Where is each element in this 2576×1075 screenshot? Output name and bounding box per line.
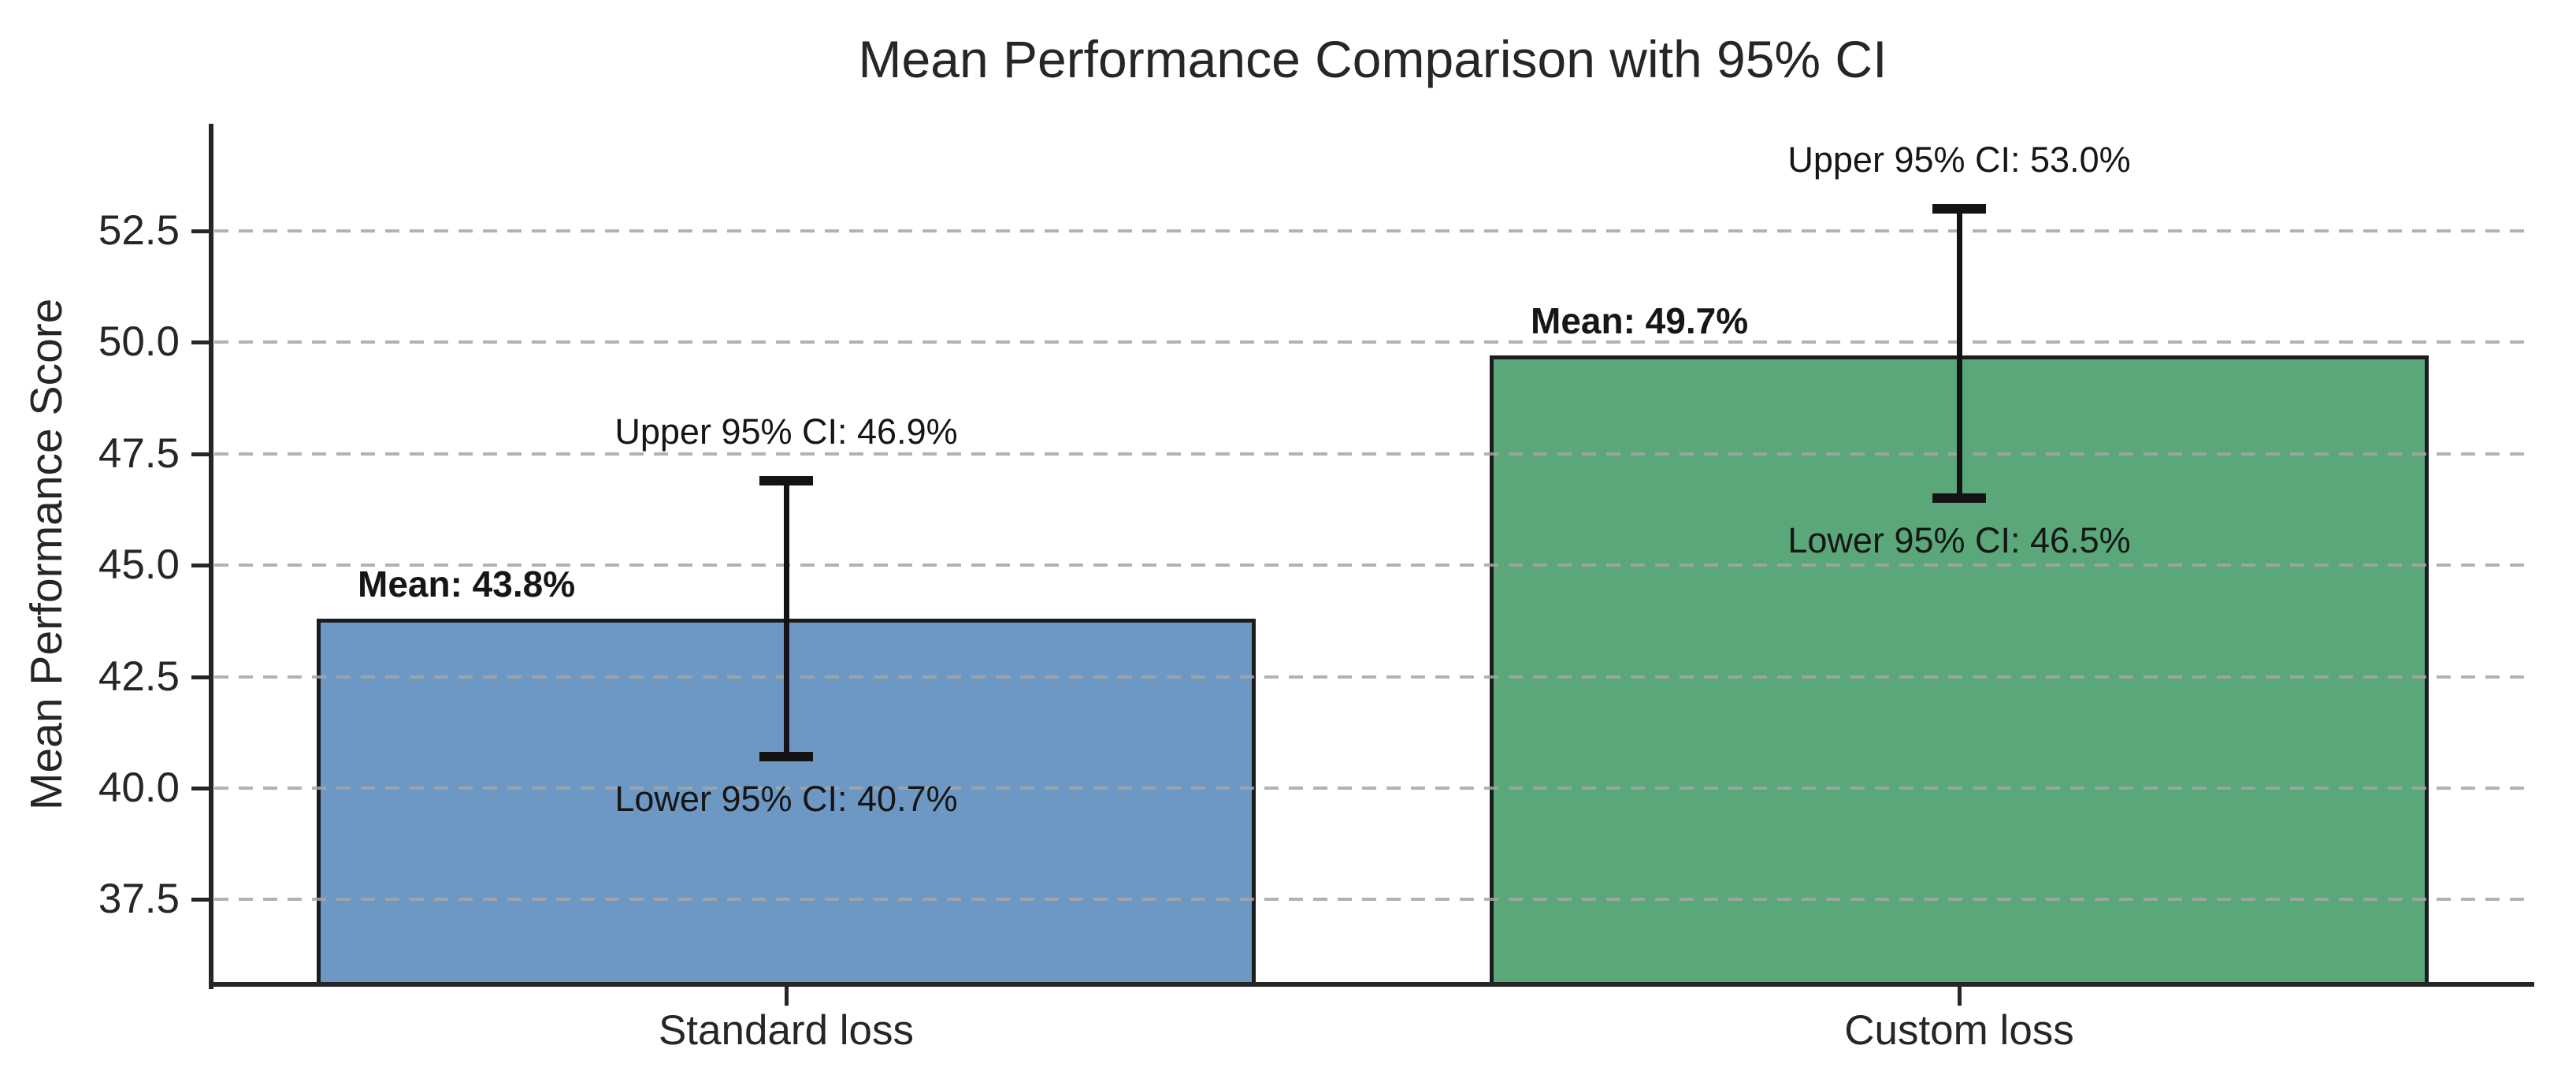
y-tick-label: 42.5 [98, 653, 180, 700]
lower-ci-label: Lower 95% CI: 40.7% [614, 779, 958, 819]
y-tick-label: 45.0 [98, 541, 180, 588]
y-tick-label: 52.5 [98, 207, 180, 254]
grid-line [214, 340, 2534, 344]
x-tick [785, 987, 789, 1006]
upper-ci-label: Upper 95% CI: 46.9% [614, 411, 958, 452]
y-tick-label: 37.5 [98, 876, 180, 922]
y-tick [191, 564, 211, 567]
y-tick-label: 40.0 [98, 764, 180, 811]
upper-ci-label: Upper 95% CI: 53.0% [1787, 139, 2131, 180]
x-tick-label-standard-loss: Standard loss [658, 1007, 915, 1054]
x-tick-label-custom-loss: Custom loss [1844, 1007, 2074, 1054]
grid-line [214, 564, 2534, 567]
error-bar-upper-cap [759, 476, 813, 485]
grid-line [214, 898, 2534, 901]
error-bar-lower-cap [1932, 493, 1986, 503]
y-tick-label: 50.0 [98, 318, 180, 365]
error-bar-upper-cap [1932, 204, 1986, 214]
lower-ci-label: Lower 95% CI: 46.5% [1787, 520, 2131, 560]
chart-title: Mean Performance Comparison with 95% CI [858, 30, 1887, 88]
grid-line [214, 229, 2534, 232]
grid-line [214, 452, 2534, 456]
y-tick [191, 452, 211, 456]
y-tick [191, 898, 211, 902]
y-tick-label: 47.5 [98, 430, 180, 477]
y-tick [191, 675, 211, 679]
mean-label: Mean: 49.7% [1531, 300, 1749, 341]
y-tick [191, 787, 211, 790]
x-axis-line [209, 982, 2534, 987]
grid-line [214, 675, 2534, 679]
y-axis-line [209, 124, 213, 989]
y-tick [191, 229, 211, 233]
x-tick [1958, 987, 1962, 1006]
y-tick [191, 340, 211, 344]
error-bar [784, 481, 789, 757]
error-bar-lower-cap [759, 752, 813, 761]
grid-line [214, 787, 2534, 790]
mean-label: Mean: 43.8% [358, 564, 576, 604]
error-bar [1957, 209, 1962, 499]
